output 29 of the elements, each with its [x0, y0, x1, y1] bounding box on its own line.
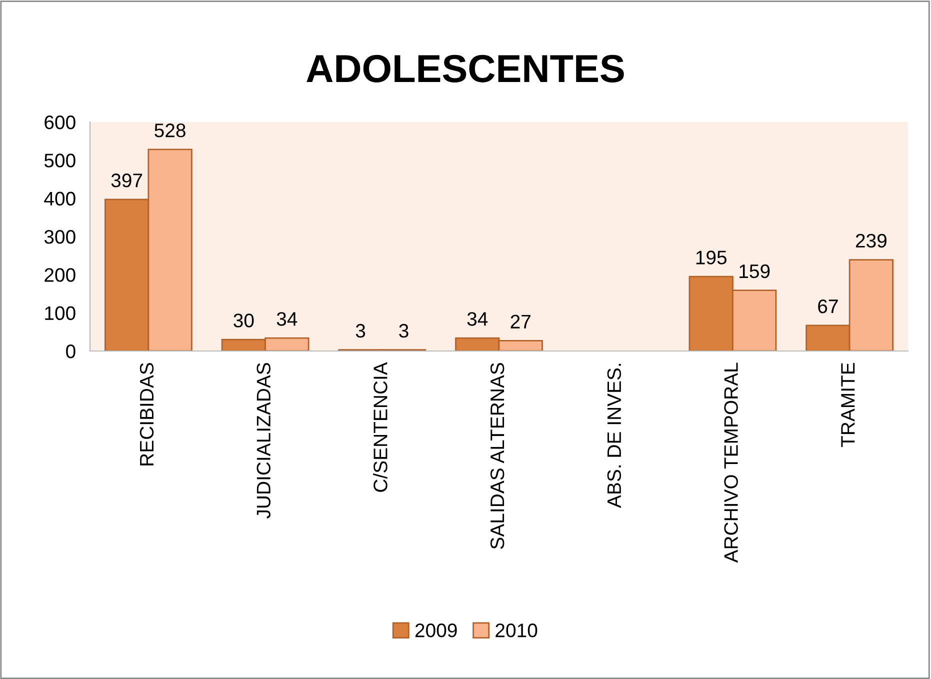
y-tick-label: 500: [44, 154, 76, 168]
data-label: 3: [399, 324, 408, 338]
data-label: 239: [856, 234, 886, 248]
data-label: 34: [276, 312, 298, 326]
data-label: 397: [111, 174, 142, 188]
data-label: 159: [740, 264, 770, 278]
y-tick-label: 200: [44, 268, 76, 282]
x-tick-label: JUDICIALIZADAS: [256, 363, 271, 518]
x-tick-label: ABS. DE INVES.: [607, 364, 622, 508]
data-label: 67: [818, 299, 838, 314]
y-tick-label: 400: [44, 192, 76, 206]
legend-label: 2009: [415, 624, 457, 638]
x-tick-label: C/SENTENCIA: [373, 362, 388, 492]
data-label: 528: [154, 124, 186, 138]
y-tick-label: 300: [44, 230, 76, 244]
y-tick-label: 600: [44, 115, 76, 130]
data-label: 34: [467, 312, 488, 326]
y-tick-label: 0: [66, 344, 76, 358]
x-tick-label: SALIDAS ALTERNAS: [490, 363, 504, 549]
x-tick-label: RECIBIDAS: [140, 363, 154, 466]
data-label: 3: [356, 324, 366, 338]
chart-title: ADOLESCENTES: [306, 54, 624, 82]
data-label: 27: [510, 314, 530, 328]
y-tick-label: 100: [45, 306, 76, 320]
x-tick-label: TRAMITE: [841, 362, 855, 448]
data-label: 195: [696, 250, 727, 264]
x-tick-label: ARCHIVO TEMPORAL: [724, 362, 738, 563]
data-label: 30: [234, 314, 254, 328]
legend-label: 2010: [496, 624, 538, 638]
